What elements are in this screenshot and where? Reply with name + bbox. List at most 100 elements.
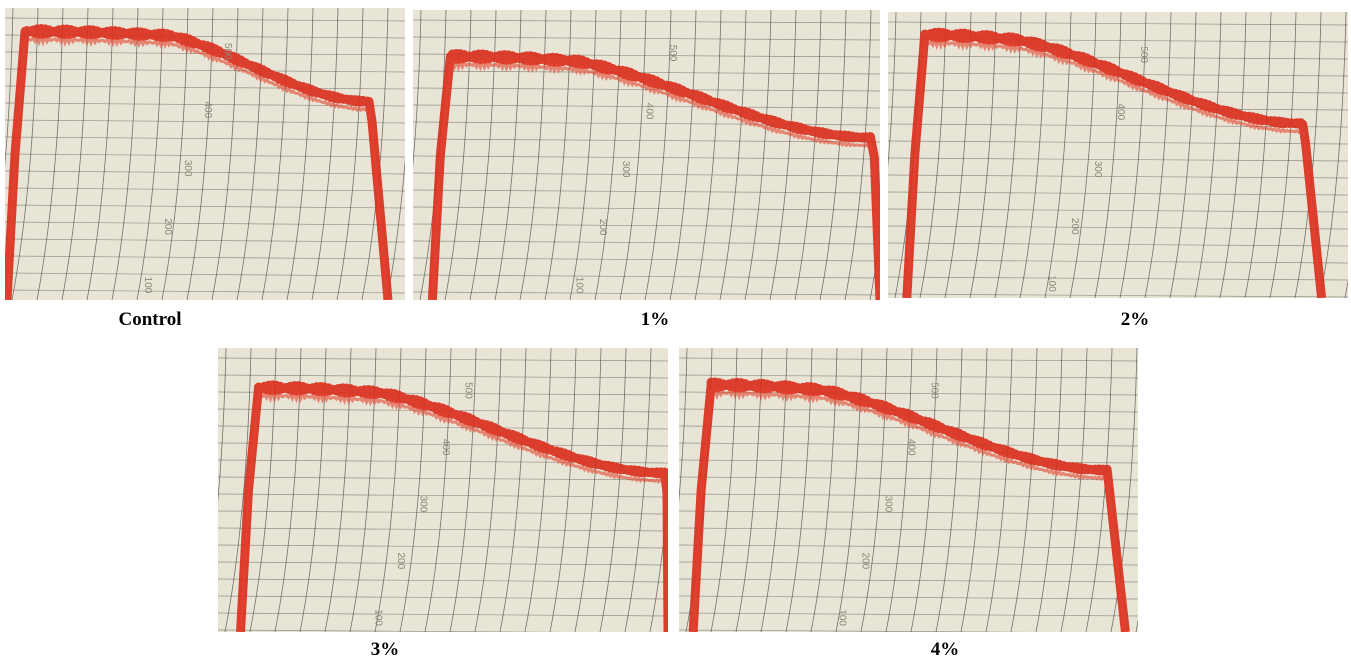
paper-grid bbox=[888, 174, 1348, 179]
paper-grid bbox=[679, 442, 1138, 447]
paper-grid bbox=[399, 348, 427, 632]
paper-grid bbox=[424, 348, 452, 632]
paper-grid bbox=[844, 10, 872, 300]
paper-scale-label: 500 bbox=[463, 382, 474, 399]
paper-scale-label: 300 bbox=[182, 160, 193, 177]
paper-grid bbox=[413, 274, 880, 279]
paper-scale-label: 200 bbox=[1069, 218, 1080, 235]
paper-grid bbox=[224, 348, 252, 632]
recorder-chart-photo: 500 400 300 200 100 bbox=[679, 348, 1138, 632]
paper-grid bbox=[888, 242, 1348, 247]
paper-grid bbox=[1269, 12, 1297, 298]
recorder-trace bbox=[427, 49, 880, 300]
paper-grid bbox=[413, 70, 880, 75]
paper-grid bbox=[5, 221, 405, 226]
paper-scale-label: 100 bbox=[573, 277, 584, 294]
paper-grid bbox=[910, 348, 938, 632]
paper-grid bbox=[413, 104, 880, 109]
paper-grid bbox=[679, 561, 1138, 566]
paper-grid bbox=[1169, 12, 1197, 298]
paper-grid bbox=[679, 612, 1138, 617]
paper-scale-label: 100 bbox=[142, 277, 153, 294]
paper-grid bbox=[218, 561, 668, 566]
recorder-trace bbox=[902, 27, 1327, 298]
paper-grid bbox=[218, 595, 668, 600]
paper-grid bbox=[211, 8, 239, 300]
recorder-chart-photo: 500 400 300 200 100 bbox=[888, 12, 1348, 298]
paper-grid bbox=[413, 240, 880, 245]
paper-grid bbox=[413, 189, 880, 194]
paper-grid bbox=[679, 527, 1138, 532]
paper-scale-label: 300 bbox=[1092, 161, 1103, 178]
paper-grid bbox=[1144, 12, 1172, 298]
paper-grid bbox=[218, 442, 668, 447]
paper-grid bbox=[5, 85, 405, 90]
caption: Control bbox=[118, 309, 182, 330]
paper-grid bbox=[499, 348, 527, 632]
recorder-trace-edge bbox=[239, 388, 668, 632]
paper-grid bbox=[888, 259, 1348, 264]
paper-grid bbox=[1069, 12, 1097, 298]
paper-scale-label: 400 bbox=[1115, 104, 1126, 121]
paper-scale-label: 400 bbox=[202, 101, 213, 118]
paper-scale-label: 200 bbox=[860, 552, 871, 569]
paper-grid bbox=[888, 12, 897, 168]
paper-grid bbox=[311, 8, 339, 300]
caption: 4% bbox=[930, 639, 960, 660]
paper-grid bbox=[218, 578, 668, 583]
paper-grid bbox=[413, 223, 880, 228]
paper-grid bbox=[5, 119, 405, 124]
paper-grid bbox=[1194, 12, 1222, 298]
paper-grid bbox=[413, 36, 880, 41]
paper-grid bbox=[5, 255, 405, 260]
paper-scale-label: 500 bbox=[222, 43, 233, 60]
paper-grid bbox=[719, 10, 747, 300]
paper-grid bbox=[5, 8, 14, 168]
paper-grid bbox=[236, 8, 264, 300]
caption: 2% bbox=[1120, 309, 1150, 330]
paper-grid bbox=[5, 272, 405, 277]
paper-grid bbox=[1010, 348, 1038, 632]
paper-grid bbox=[218, 612, 668, 617]
paper-scale-label: 200 bbox=[162, 218, 173, 235]
paper-grid bbox=[1094, 12, 1122, 298]
paper-grid bbox=[935, 348, 963, 632]
paper-grid bbox=[5, 204, 405, 209]
paper-grid bbox=[919, 12, 947, 298]
paper-grid bbox=[888, 225, 1348, 230]
paper-scale-label: 200 bbox=[395, 552, 406, 569]
paper-grid bbox=[218, 527, 668, 532]
paper-grid bbox=[569, 10, 597, 300]
paper-grid bbox=[835, 348, 863, 632]
paper-grid bbox=[944, 12, 972, 298]
recorder-trace bbox=[688, 377, 1130, 632]
paper bbox=[888, 12, 1348, 298]
paper-grid bbox=[969, 12, 997, 298]
paper-grid bbox=[218, 544, 668, 549]
paper-scale-label: 500 bbox=[1138, 46, 1149, 63]
paper-grid bbox=[413, 206, 880, 211]
paper-grid bbox=[413, 155, 880, 160]
recorder-chart-photo: 500 400 300 200 100 bbox=[218, 348, 668, 632]
paper-grid bbox=[888, 123, 1348, 128]
paper-grid bbox=[888, 157, 1348, 162]
paper-grid bbox=[61, 8, 89, 300]
paper-grid bbox=[888, 276, 1348, 281]
paper-grid bbox=[888, 106, 1348, 111]
caption: 3% bbox=[370, 639, 400, 660]
paper-grid bbox=[679, 595, 1138, 600]
paper-grid bbox=[1119, 12, 1147, 298]
paper-grid bbox=[679, 510, 1138, 515]
paper-grid bbox=[1319, 12, 1347, 298]
paper-grid bbox=[679, 578, 1138, 583]
paper-grid bbox=[644, 10, 672, 300]
paper-grid bbox=[261, 8, 289, 300]
paper-grid bbox=[1060, 348, 1088, 632]
paper-grid bbox=[218, 629, 571, 632]
paper-scale-label: 100 bbox=[373, 609, 384, 626]
paper-scale-label: 400 bbox=[906, 439, 917, 456]
paper-grid bbox=[1244, 12, 1272, 298]
paper-grid bbox=[694, 10, 722, 300]
paper-grid bbox=[819, 10, 847, 300]
